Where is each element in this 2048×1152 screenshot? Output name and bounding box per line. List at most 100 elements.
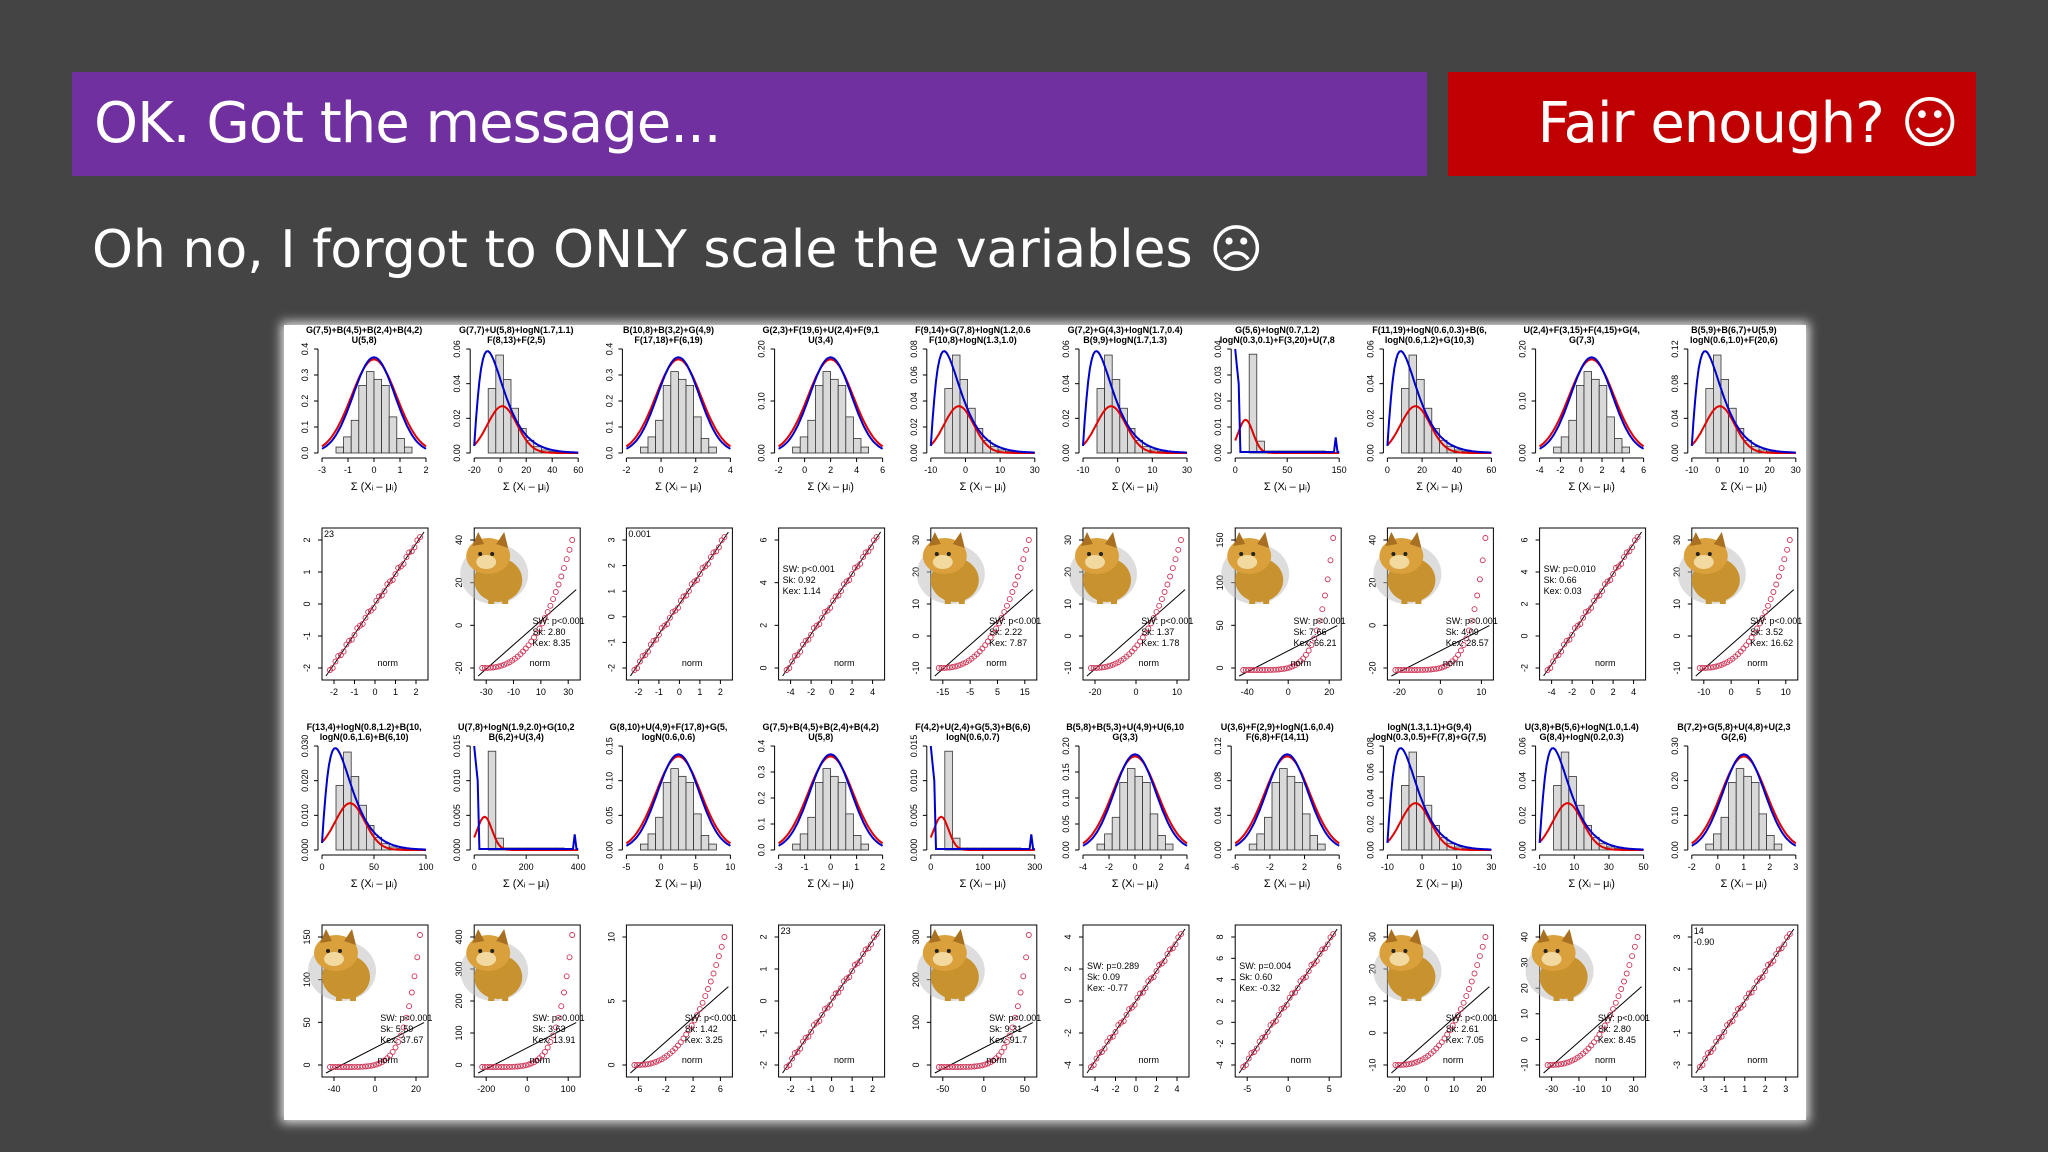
qq-point: [868, 941, 875, 948]
qq-point: [1139, 634, 1146, 641]
y-tick-label: 10: [911, 599, 921, 609]
qq-point: [1392, 667, 1399, 673]
qq-point: [1765, 602, 1771, 609]
qq-point: [1558, 648, 1565, 655]
y-tick-label: 0.00: [1061, 841, 1071, 859]
hist-bar: [662, 385, 672, 454]
hist-bar: [685, 782, 694, 851]
qq-point: [1593, 1035, 1600, 1042]
qq-point: [1718, 661, 1725, 668]
y-tick-label: 0: [1367, 1030, 1377, 1035]
qq-point: [707, 978, 714, 985]
qq-stat-label: Sk: 3.63: [533, 1024, 566, 1034]
y-tick-label: 200: [454, 993, 464, 1008]
y-tick-label: 30: [911, 535, 921, 545]
hist-bar: [799, 833, 809, 851]
hist-bar: [815, 385, 824, 454]
y-tick-label: 0.15: [1061, 763, 1071, 781]
x-tick-label: -1: [1720, 1084, 1728, 1094]
qq-reference-line: [1695, 589, 1795, 677]
x-tick-label: -1: [350, 687, 358, 697]
hist-title-line1: F(9,14)+G(7,8)+logN(1.2,0.6: [915, 325, 1031, 335]
x-axis-title: Σ (Xᵢ – μᵢ): [1264, 481, 1311, 493]
x-tick-label: 20: [1417, 465, 1427, 475]
qq-point: [1153, 609, 1160, 616]
qq-point: [838, 985, 845, 992]
x-tick-label: -2: [330, 687, 338, 697]
qq-point: [1172, 941, 1179, 948]
qq-point: [1471, 606, 1478, 613]
qq-point: [1463, 993, 1470, 1000]
qq-point: [802, 637, 809, 644]
qq-point: [1715, 662, 1722, 669]
x-tick-label: 4: [854, 465, 859, 475]
qq-point: [1476, 953, 1483, 960]
histogram-panel: G(7,7)+U(5,8)+logN(1.7,1.1)F(8,13)+F(2,5…: [452, 325, 583, 493]
x-tick-label: 4: [728, 465, 733, 475]
qq-stat-label: Sk: 3.52: [1750, 627, 1783, 637]
normal-density-curve: [321, 358, 427, 448]
hist-bar: [350, 419, 360, 454]
x-tick-label: 2: [1302, 862, 1307, 872]
qq-point: [359, 621, 366, 627]
qq-point: [1759, 614, 1766, 621]
y-tick-label: 0: [302, 601, 312, 606]
qq-point: [1012, 581, 1019, 588]
x-tick-label: 30: [1791, 465, 1801, 475]
qq-point: [1289, 663, 1296, 670]
qq-point: [555, 581, 562, 588]
qq-point: [1256, 1038, 1263, 1045]
qq-point: [1107, 1034, 1114, 1041]
x-tick-label: 20: [521, 465, 531, 475]
kernel-density-curve: [929, 745, 1035, 850]
qq-point: [1305, 968, 1312, 975]
hist-bar: [837, 385, 847, 454]
qq-point: [1773, 581, 1780, 588]
x-tick-label: -2: [807, 687, 815, 697]
qq-reference-line: [477, 589, 577, 677]
hist-bar: [1294, 782, 1303, 851]
qq-point: [800, 1038, 806, 1045]
qq-point: [547, 602, 554, 609]
x-tick-label: 0: [677, 687, 682, 697]
y-tick-label: 1: [759, 966, 769, 971]
qq-point: [1248, 1050, 1255, 1057]
qq-point: [481, 665, 488, 671]
qq-point: [1482, 535, 1489, 541]
qq-point: [998, 614, 1005, 621]
x-tick-label: 5: [1756, 687, 1761, 697]
qq-reference-line: [630, 986, 729, 1074]
hist-title-line1: G(5,6)+logN(0.7,1.2): [1235, 325, 1319, 335]
qq-point: [830, 994, 836, 1001]
x-tick-label: -1: [807, 1084, 815, 1094]
qq-point: [1759, 974, 1766, 980]
qq-point: [1482, 934, 1489, 940]
qq-point: [873, 931, 880, 938]
histogram-panel: U(7,8)+logN(1.9,2.0)+G(10,2B(6,2)+U(3,4)…: [452, 722, 586, 890]
x-tick-label: 0: [1115, 465, 1120, 475]
hist-bar: [639, 446, 649, 454]
qq-corner-label: 23: [324, 529, 334, 539]
hist-bar: [685, 385, 694, 454]
qq-point: [561, 565, 567, 572]
qq-point: [359, 1063, 366, 1070]
hist-bar: [1111, 816, 1121, 851]
qq-point: [1324, 576, 1331, 583]
hist-bar: [792, 843, 801, 851]
qq-point: [1751, 630, 1758, 637]
hist-bar: [1735, 768, 1745, 851]
y-tick-label: 0.1: [757, 818, 767, 831]
qq-point: [417, 534, 423, 541]
y-tick-label: 10: [1063, 599, 1073, 609]
y-tick-label: 0.0: [757, 844, 767, 857]
hist-bar: [1286, 775, 1296, 851]
qq-point: [552, 589, 559, 595]
x-tick-label: -5: [622, 862, 630, 872]
x-tick-label: -10: [1697, 687, 1710, 697]
qq-point: [1395, 667, 1402, 673]
qq-point: [1438, 664, 1445, 671]
cheems-dog-icon: [1373, 532, 1442, 604]
x-tick-label: 0: [1438, 687, 1443, 697]
hist-bar: [792, 446, 801, 454]
